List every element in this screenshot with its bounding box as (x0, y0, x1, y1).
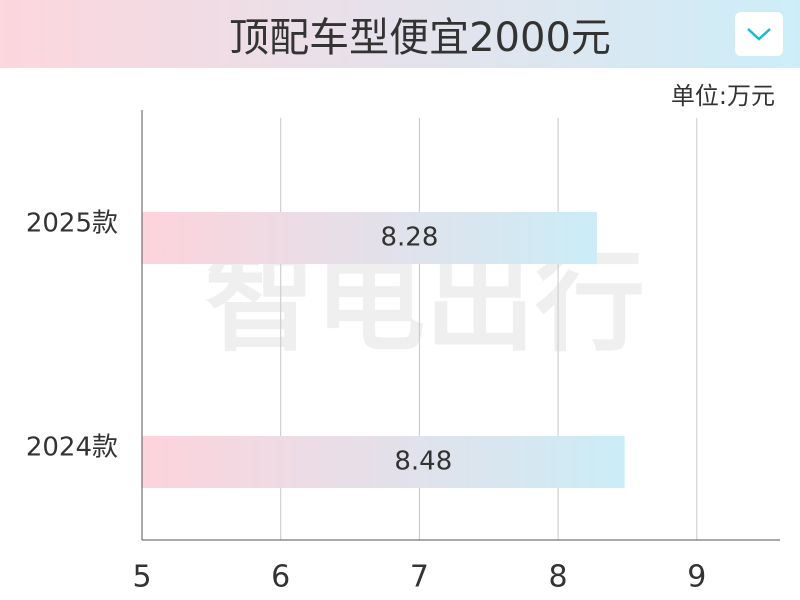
x-tick-label: 5 (132, 560, 151, 595)
x-tick-label: 9 (687, 560, 706, 595)
value-label: 8.28 (381, 223, 439, 253)
value-label: 8.48 (394, 447, 452, 477)
header-band (0, 0, 800, 68)
bar (142, 436, 625, 488)
unit-label: 单位:万元 (671, 82, 775, 110)
x-tick-label: 6 (271, 560, 290, 595)
chart-title: 顶配车型便宜2000元 (229, 15, 611, 61)
category-label: 2025款 (26, 209, 118, 239)
x-tick-label: 8 (549, 560, 568, 595)
dropdown-button[interactable] (735, 12, 783, 56)
category-label: 2024款 (26, 433, 118, 463)
x-tick-label: 7 (410, 560, 429, 595)
bar (142, 212, 597, 264)
